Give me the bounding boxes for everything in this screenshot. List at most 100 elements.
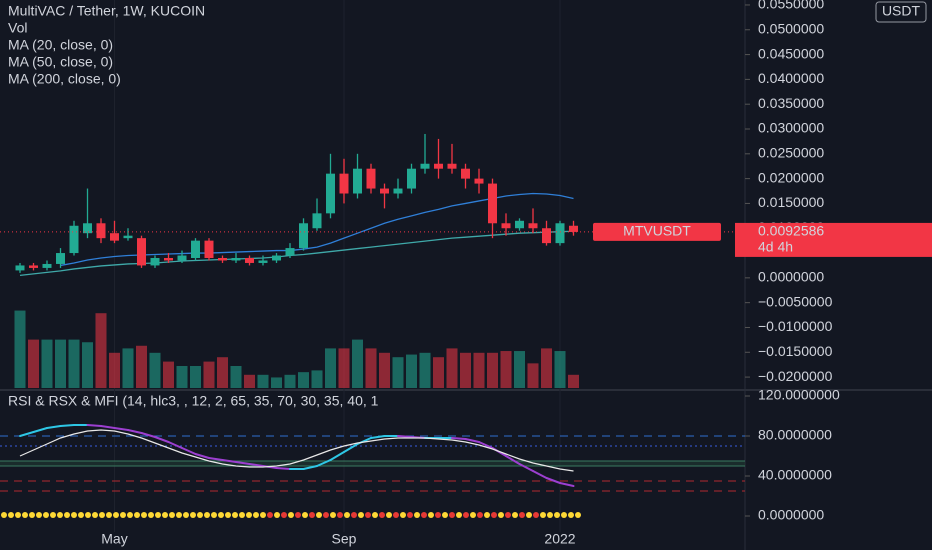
legend-volume: Vol	[8, 20, 27, 36]
currency-label: USDT	[882, 3, 921, 19]
x-tick-label: May	[101, 531, 127, 547]
mid-band	[0, 461, 745, 466]
volume-bar	[176, 366, 188, 388]
candle-body	[177, 255, 187, 261]
y-tick-label: 0.0500000	[758, 20, 824, 36]
signal-dot	[477, 512, 483, 518]
signal-dot	[400, 512, 406, 518]
candle-body	[474, 178, 484, 184]
signal-dot	[540, 512, 546, 518]
signal-dot	[491, 512, 497, 518]
signal-dot	[421, 512, 427, 518]
signal-dot	[470, 512, 476, 518]
rsi-segment	[316, 459, 332, 467]
signal-dot	[568, 512, 574, 518]
signal-dot	[29, 512, 35, 518]
candle-body	[353, 168, 362, 194]
candle-body	[555, 223, 565, 244]
signal-dot	[393, 512, 399, 518]
signal-dot	[281, 512, 287, 518]
volume-bar	[217, 357, 228, 388]
signal-dot	[246, 512, 252, 518]
rsi-segment	[478, 441, 494, 449]
signal-dot	[484, 512, 490, 518]
candle-body	[326, 173, 335, 214]
ma-line	[19, 230, 574, 277]
signal-dot	[526, 512, 532, 518]
signal-dot	[211, 512, 217, 518]
signal-dot	[120, 512, 126, 518]
rsi-segment	[127, 429, 143, 434]
signal-dot	[113, 512, 119, 518]
y-tick-label: −0.0150000	[758, 343, 833, 359]
rsi-segment	[559, 482, 575, 487]
signal-dot	[183, 512, 189, 518]
rsi-segment	[59, 424, 75, 427]
signal-dot	[365, 512, 371, 518]
signal-dot	[288, 512, 294, 518]
rsi-segment	[194, 453, 210, 459]
candle-body	[231, 258, 241, 261]
candle-body	[110, 233, 119, 241]
candle-body	[123, 235, 133, 239]
candle-body	[15, 265, 25, 271]
y-tick-label: −0.0050000	[758, 293, 833, 309]
signal-dot	[71, 512, 77, 518]
signal-dot	[190, 512, 196, 518]
symbol-label: MTVUSDT	[623, 223, 691, 239]
candle-body	[164, 258, 173, 261]
candle-body	[407, 168, 416, 189]
signal-dot	[330, 512, 336, 518]
signal-dot	[36, 512, 42, 518]
chart-title: MultiVAC / Tether, 1W, KUCOIN	[8, 3, 205, 19]
candle-body	[285, 248, 295, 256]
y-tick-label: 0.0000000	[758, 269, 824, 285]
y-tick-label: 0.0450000	[758, 45, 824, 61]
volume-bar	[365, 348, 377, 388]
signal-dot	[43, 512, 49, 518]
signal-dot	[15, 512, 21, 518]
signal-dot	[169, 512, 175, 518]
rsi-segment	[86, 424, 102, 427]
y-tick-label: 0.0150000	[758, 194, 824, 210]
signal-dot	[302, 512, 308, 518]
volume-bar	[257, 374, 269, 388]
signal-dot	[463, 512, 469, 518]
volume-bar	[55, 339, 66, 388]
signal-dot	[505, 512, 511, 518]
volume-bar	[433, 357, 444, 388]
signal-dot	[428, 512, 434, 518]
y-tick-label: 0.0200000	[758, 169, 824, 185]
candle-body	[96, 223, 106, 239]
signal-dot	[414, 512, 420, 518]
indicator-title: RSI & RSX & MFI (14, hlc3, , 12, 2, 65, …	[8, 393, 379, 409]
candle-body	[420, 163, 430, 169]
rsi-segment	[100, 425, 116, 429]
candle-body	[42, 263, 52, 268]
volume-bar	[244, 374, 255, 388]
signal-dot	[141, 512, 147, 518]
signal-dot	[351, 512, 357, 518]
symbol-tag	[593, 222, 721, 241]
candle-body	[29, 265, 38, 268]
rsi-segment	[545, 477, 561, 484]
signal-dot	[442, 512, 448, 518]
labels: MultiVAC / Tether, 1W, KUCOIN Vol MA (20…	[8, 3, 379, 409]
signal-dot	[295, 512, 301, 518]
signal-dot	[176, 512, 182, 518]
rsi-segment	[221, 459, 237, 463]
volume-bar	[419, 352, 431, 388]
volume-bar	[325, 348, 336, 388]
volume-bar	[190, 366, 201, 388]
volume-bar	[28, 339, 39, 388]
rsi-segment	[167, 441, 183, 449]
legend-entry: MA (50, close, 0)	[8, 54, 113, 70]
candle-body	[272, 255, 281, 261]
signal-dot	[218, 512, 224, 518]
candle-body	[447, 163, 457, 169]
signal-dot	[8, 512, 14, 518]
signal-dot	[134, 512, 140, 518]
rsi-segment	[113, 427, 129, 431]
candle-body	[380, 188, 389, 194]
signal-dot	[225, 512, 231, 518]
